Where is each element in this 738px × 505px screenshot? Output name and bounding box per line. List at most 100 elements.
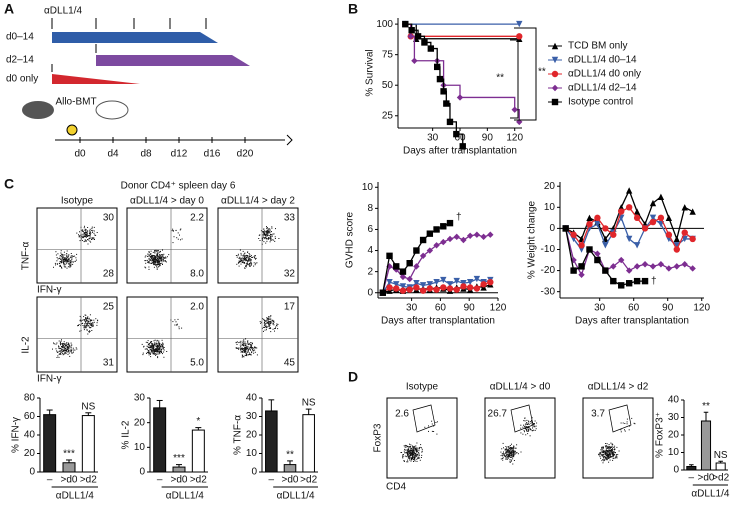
flow-dot <box>72 352 74 354</box>
flow-dot <box>520 424 522 426</box>
flow-dot <box>85 235 86 237</box>
flow-dot <box>70 350 72 352</box>
flow-dot <box>249 263 251 265</box>
y-axis-label: % Weight change <box>527 200 538 279</box>
flow-dot <box>607 453 609 455</box>
flow-dot <box>624 429 625 431</box>
flow-dot <box>504 453 506 455</box>
flow-dot <box>243 255 245 257</box>
flow-dot <box>62 258 64 260</box>
flow-dot <box>81 236 83 238</box>
flow-dot <box>253 256 255 258</box>
flow-dot <box>403 450 405 452</box>
significance: NS <box>302 398 316 409</box>
group-label: αDLL1/4 <box>277 491 315 502</box>
flow-dot <box>512 447 514 448</box>
flow-dot <box>416 447 418 449</box>
flow-dot <box>507 455 509 457</box>
flow-dot <box>263 319 265 321</box>
marker <box>426 230 434 237</box>
flow-dot <box>79 330 81 332</box>
flow-dot <box>526 419 528 421</box>
flow-dot <box>149 255 151 257</box>
y-axis-label: % TNF-α <box>233 415 244 455</box>
flow-dot <box>410 453 412 455</box>
flow-dot <box>602 451 603 453</box>
flow-dot <box>155 259 157 261</box>
flow-dot <box>416 460 418 462</box>
y-tick-label: -20 <box>541 265 556 276</box>
flow-dot <box>62 256 64 258</box>
flow-dot <box>500 458 502 460</box>
flow-dot <box>85 317 87 319</box>
flow-dot <box>248 343 250 345</box>
flow-dot <box>270 235 272 237</box>
flow-dot <box>524 425 526 427</box>
flow-dot <box>65 261 67 263</box>
flow-dot <box>524 426 526 428</box>
flow-dot <box>252 350 254 352</box>
flow-dot <box>525 434 527 436</box>
flow-dot <box>612 454 614 456</box>
x-tick-label: 30 <box>594 303 606 314</box>
flow-dot <box>156 254 158 256</box>
marker <box>480 281 487 288</box>
flow-dot <box>246 261 248 263</box>
flow-dot <box>150 345 152 347</box>
significance: NS <box>714 450 728 461</box>
flow-dot <box>162 343 164 345</box>
flow-dot <box>155 256 157 258</box>
flow-dot <box>524 423 526 425</box>
flow-dot <box>153 352 154 354</box>
flow-dot <box>244 354 246 356</box>
flow-dot <box>509 449 511 451</box>
flow-dot <box>86 324 87 326</box>
flow-dot <box>276 323 278 325</box>
flow-dot <box>142 354 144 356</box>
bar <box>81 415 95 473</box>
flow-dot <box>245 257 247 259</box>
flow-dot <box>408 449 410 450</box>
marker <box>443 100 450 107</box>
flow-dot <box>172 321 174 323</box>
flow-percent: 45 <box>284 358 296 369</box>
flow-dot <box>159 343 160 345</box>
flow-dot <box>603 456 605 457</box>
marker <box>578 242 585 249</box>
flow-dot <box>243 348 244 350</box>
flow-dot <box>606 445 608 447</box>
marker <box>413 247 420 254</box>
flow-dot <box>64 346 66 348</box>
flow-dot <box>147 340 149 342</box>
y-tick-label: 10 <box>544 202 556 213</box>
flow-dot <box>159 255 160 257</box>
flow-dot <box>249 260 251 262</box>
flow-dot <box>614 452 616 454</box>
flow-dot <box>174 319 176 321</box>
flow-dot <box>268 325 270 327</box>
marker <box>419 282 427 289</box>
flow-dot <box>152 349 154 351</box>
flow-dot <box>147 253 149 255</box>
flow-dot <box>70 263 72 265</box>
flow-dot <box>174 324 176 326</box>
flow-dot <box>531 421 533 423</box>
flow-dot <box>624 430 626 432</box>
flow-dot <box>60 261 62 263</box>
flow-dot <box>244 349 246 351</box>
flow-dot <box>88 318 90 320</box>
flow-dot <box>85 230 86 232</box>
flow-dot <box>162 260 164 262</box>
x-tick-label: >d0 <box>61 475 78 486</box>
flow-dot <box>277 328 279 330</box>
flow-dot <box>70 342 72 344</box>
flow-dot <box>270 321 272 323</box>
flow-dot <box>56 342 58 344</box>
flow-dot <box>240 351 242 353</box>
flow-dot <box>270 318 271 320</box>
marker <box>411 57 418 64</box>
flow-dot <box>409 443 410 445</box>
flow-dot <box>599 456 601 458</box>
flow-dot <box>87 321 89 323</box>
flow-dot <box>402 456 403 458</box>
